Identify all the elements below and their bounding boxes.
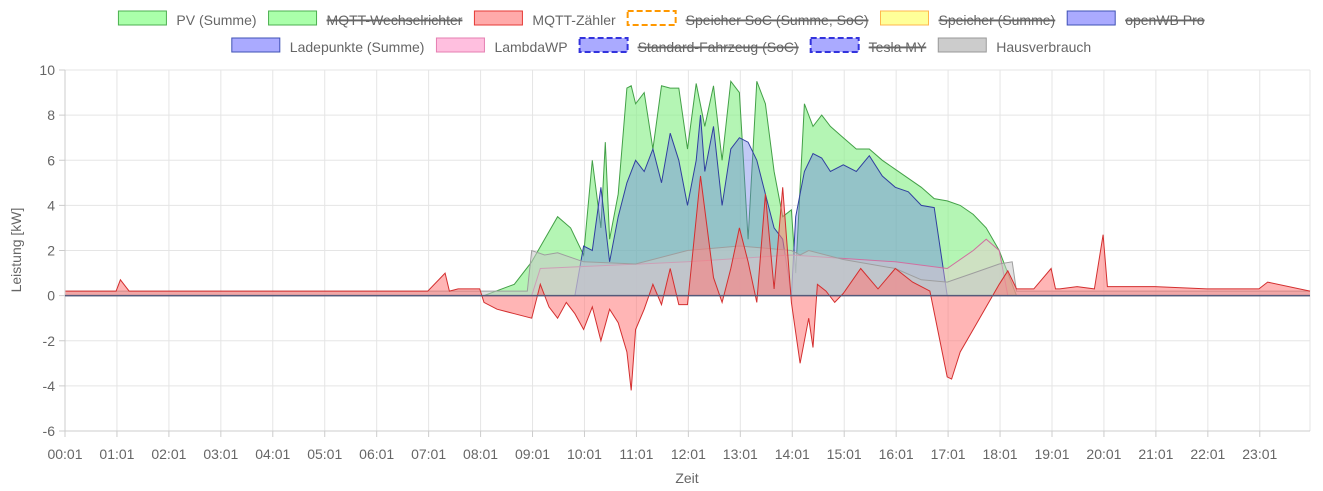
x-tick-label: 23:01	[1242, 446, 1277, 462]
x-tick-label: 12:01	[671, 446, 706, 462]
legend-label: Hausverbrauch	[996, 39, 1091, 55]
y-tick-label: 10	[39, 62, 55, 78]
x-tick-label: 22:01	[1190, 446, 1225, 462]
x-tick-label: 11:01	[619, 446, 653, 462]
legend-swatch	[809, 37, 860, 53]
x-tick-label: 15:01	[827, 446, 862, 462]
legend-item[interactable]: Tesla MY	[809, 37, 927, 55]
legend-item[interactable]: Speicher SoC (Summe, SoC)	[626, 10, 869, 28]
legend-item[interactable]: Hausverbrauch	[937, 37, 1091, 55]
legend-item[interactable]: Ladepunkte (Summe)	[231, 37, 425, 55]
legend-swatch	[626, 10, 677, 26]
x-tick-label: 06:01	[359, 446, 394, 462]
legend-label: PV (Summe)	[176, 12, 256, 28]
y-tick-label: -4	[43, 378, 56, 394]
x-tick-label: 21:01	[1138, 446, 1173, 462]
legend-label: LambdaWP	[494, 39, 567, 55]
legend-label: Ladepunkte (Summe)	[290, 39, 425, 55]
x-tick-label: 16:01	[879, 446, 914, 462]
legend-item[interactable]: PV (Summe)	[117, 10, 257, 28]
x-tick-label: 09:01	[515, 446, 550, 462]
legend-swatch	[473, 10, 523, 26]
legend-swatch	[231, 37, 281, 53]
x-tick-label: 10:01	[567, 446, 602, 462]
legend-item[interactable]: MQTT-Zähler	[473, 10, 616, 28]
x-tick-label: 20:01	[1086, 446, 1121, 462]
legend-swatch	[268, 10, 318, 26]
x-tick-label: 17:01	[931, 446, 966, 462]
x-tick-label: 19:01	[1034, 446, 1069, 462]
x-tick-label: 13:01	[723, 446, 758, 462]
series-line-0	[65, 80, 1310, 297]
legend-swatch	[1066, 10, 1116, 26]
x-tick-label: 14:01	[775, 446, 810, 462]
legend-item[interactable]: LambdaWP	[435, 37, 568, 55]
series-area-3	[65, 246, 1310, 296]
y-tick-label: 6	[47, 152, 55, 168]
legend-item[interactable]: MQTT-Wechselrichter	[268, 10, 463, 28]
x-tick-label: 00:01	[47, 446, 82, 462]
legend-item[interactable]: openWB Pro	[1066, 10, 1205, 28]
x-tick-label: 01:01	[99, 446, 134, 462]
x-tick-label: 04:01	[255, 446, 290, 462]
x-tick-label: 05:01	[307, 446, 342, 462]
y-tick-label: -6	[43, 423, 56, 439]
legend-item[interactable]: Standard-Fahrzeug (SoC)	[578, 37, 799, 55]
x-axis-title: Zeit	[675, 470, 698, 486]
series-area-0	[65, 81, 1310, 296]
series-areas	[65, 80, 1311, 391]
x-tick-label: 08:01	[463, 446, 498, 462]
y-axis-title: Leistung [kW]	[8, 208, 24, 293]
series-line-4	[65, 175, 1311, 391]
y-tick-label: 0	[47, 288, 55, 304]
x-tick-label: 03:01	[203, 446, 238, 462]
y-tick-label: -2	[43, 333, 56, 349]
series-line-3	[65, 245, 1310, 292]
legend-item[interactable]: Speicher (Summe)	[880, 10, 1056, 28]
x-tick-labels: 00:01 01:01 02:01 03:01 04:01 05:01 06:01 07:01…	[47, 431, 1278, 462]
y-tick-labels: -6 -4 -2 0 2 4 6 8 10	[39, 62, 65, 439]
series-line-1	[65, 115, 1310, 297]
x-tick-label: 02:01	[151, 446, 186, 462]
x-tick-label: 18:01	[983, 446, 1018, 462]
y-tick-label: 4	[47, 197, 55, 213]
legend-swatch	[117, 10, 167, 26]
legend: PV (Summe) MQTT-Wechselrichter MQTT-Zähler…	[117, 10, 1205, 55]
legend-swatch	[435, 37, 485, 53]
legend-swatch	[880, 10, 929, 26]
axes	[59, 70, 1310, 437]
legend-swatch	[578, 37, 629, 53]
x-tick-label: 07:01	[411, 446, 446, 462]
legend-swatch	[937, 37, 987, 53]
legend-label: MQTT-Zähler	[532, 12, 616, 28]
y-tick-label: 2	[47, 243, 55, 259]
y-tick-label: 8	[47, 107, 55, 123]
